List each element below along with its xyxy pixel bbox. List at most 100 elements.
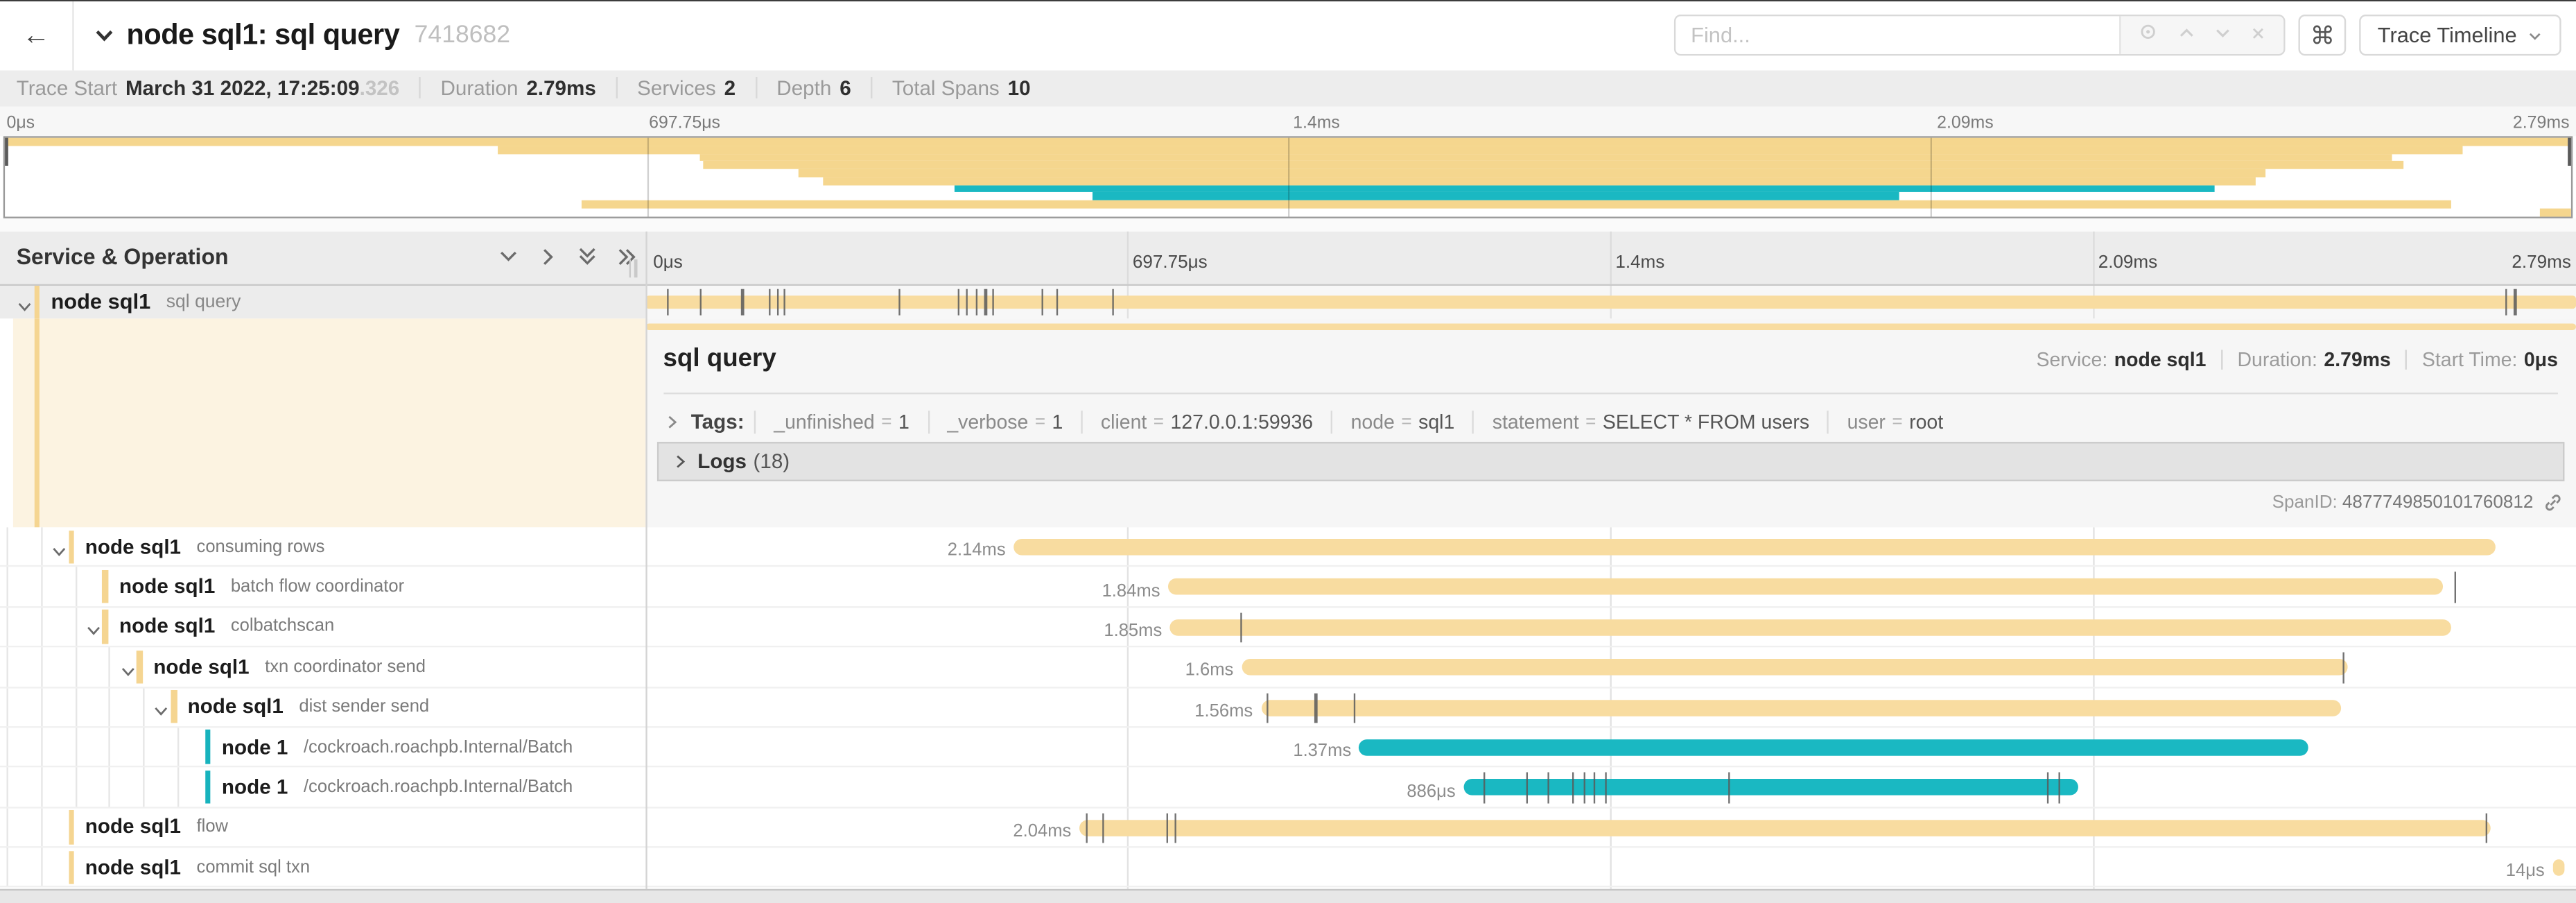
deep-link-icon[interactable] bbox=[2543, 492, 2563, 512]
minimap-span-bar bbox=[497, 145, 2464, 154]
span-row-txn-coordinator-send[interactable]: node sql1 txn coordinator send 1.6ms bbox=[0, 647, 2576, 688]
service-name: node sql1 bbox=[119, 615, 216, 639]
span-row-consuming-rows[interactable]: node sql1 consuming rows 2.14ms bbox=[0, 527, 2576, 568]
service-color-accent bbox=[171, 690, 177, 724]
span-row-batch-flow-coordinator[interactable]: node sql1 batch flow coordinator 1.84ms bbox=[0, 567, 2576, 608]
axis-tick-1: 697.75μs bbox=[649, 113, 721, 133]
minimap-span-bar bbox=[2540, 208, 2571, 216]
detail-start-time: 0μs bbox=[2523, 347, 2558, 371]
operation-name: /cockroach.roachpb.Internal/Batch bbox=[303, 737, 573, 757]
minimap-left-scrub-handle[interactable] bbox=[5, 137, 8, 166]
service-name: node sql1 bbox=[51, 289, 151, 314]
chevron-right-icon bbox=[676, 455, 685, 468]
services-meta: Services 2 bbox=[637, 76, 736, 100]
span-bar[interactable] bbox=[1261, 699, 2341, 716]
service-name: node sql1 bbox=[119, 575, 216, 599]
span-duration-label: 1.56ms bbox=[1194, 700, 1253, 721]
operation-name: sql query bbox=[166, 291, 241, 312]
expand-chevron-icon[interactable] bbox=[51, 538, 67, 556]
log-tick-marks bbox=[645, 853, 2576, 884]
span-row-colbatchscan[interactable]: node sql1 colbatchscan 1.85ms bbox=[0, 607, 2576, 648]
service-color-accent bbox=[102, 569, 109, 603]
span-bar[interactable] bbox=[2552, 859, 2565, 877]
span-bar[interactable] bbox=[645, 295, 2576, 309]
service-name: node sql1 bbox=[85, 535, 182, 558]
duration-meta: Duration 2.79ms bbox=[440, 76, 596, 100]
span-row-internal-batch-1[interactable]: node 1 /cockroach.roachpb.Internal/Batch… bbox=[0, 728, 2576, 768]
collapse-all-icon[interactable] bbox=[577, 246, 598, 275]
log-tick-marks bbox=[645, 813, 2576, 843]
span-duration-label: 2.04ms bbox=[1013, 821, 1072, 841]
column-divider[interactable] bbox=[645, 230, 647, 888]
span-rows: node sql1 consuming rows 2.14ms node sql… bbox=[0, 527, 2576, 888]
expand-chevron-icon[interactable] bbox=[119, 659, 136, 676]
detail-span-bar bbox=[645, 323, 2576, 331]
expand-chevron-icon[interactable] bbox=[153, 698, 170, 716]
tags-row[interactable]: Tags: _unfinished = 1 _verbose = 1 client = 12… bbox=[663, 407, 2557, 437]
log-tick-marks bbox=[645, 612, 2576, 643]
service-color-accent bbox=[68, 529, 75, 564]
span-row-dist-sender-send[interactable]: node sql1 dist sender send 1.56ms bbox=[0, 687, 2576, 728]
span-bar[interactable] bbox=[1079, 819, 2491, 836]
log-tick-marks bbox=[645, 289, 2576, 316]
minimap-span-bar bbox=[700, 153, 2392, 162]
time-tick-2: 1.4ms bbox=[1615, 252, 1665, 273]
minimap-span-bar bbox=[1093, 192, 1899, 200]
trace-minimap[interactable] bbox=[3, 136, 2573, 218]
expand-one-icon[interactable] bbox=[537, 246, 559, 275]
span-bar[interactable] bbox=[1170, 619, 2451, 636]
minimap-bars bbox=[5, 137, 2571, 216]
tag-node: node = sql1 bbox=[1331, 410, 1472, 433]
detail-duration: 2.79ms bbox=[2324, 347, 2391, 371]
span-duration-label: 886μs bbox=[1407, 781, 1456, 801]
keyboard-shortcuts-button[interactable]: ⌘ bbox=[2299, 14, 2347, 56]
minimap-span-bar bbox=[823, 176, 2256, 185]
trace-timeline-dropdown[interactable]: Trace Timeline bbox=[2359, 14, 2561, 56]
detail-service: node sql1 bbox=[2114, 347, 2207, 371]
log-tick-marks bbox=[645, 572, 2576, 603]
logs-accordion[interactable]: Logs (18) bbox=[656, 441, 2565, 482]
minimap-right-scrub-handle[interactable] bbox=[2568, 137, 2571, 166]
operation-name: /cockroach.roachpb.Internal/Batch bbox=[303, 777, 573, 798]
axis-tick-2: 1.4ms bbox=[1293, 113, 1340, 133]
expand-chevron-icon[interactable] bbox=[17, 293, 33, 311]
span-detail-left-highlight[interactable] bbox=[12, 318, 645, 528]
find-prev-icon[interactable] bbox=[2176, 20, 2195, 50]
log-tick-marks bbox=[645, 692, 2576, 723]
locate-target-icon[interactable] bbox=[2138, 20, 2159, 50]
collapse-one-icon[interactable] bbox=[498, 246, 519, 275]
span-row-flow[interactable]: node sql1 flow 2.04ms bbox=[0, 807, 2576, 848]
operation-name: flow bbox=[196, 817, 229, 837]
trace-meta-bar: Trace Start March 31 2022, 17:25:09 .326… bbox=[0, 69, 2576, 106]
timeline-grid-header: Service & Operation 0μs 697.75μs 1.4ms 2… bbox=[0, 230, 2576, 286]
find-clear-icon[interactable] bbox=[2249, 20, 2267, 50]
service-name: node 1 bbox=[221, 775, 288, 799]
trace-collapse-chevron-icon[interactable] bbox=[94, 25, 115, 46]
column-resize-handle[interactable] bbox=[629, 259, 638, 277]
find-input[interactable] bbox=[1676, 16, 2120, 54]
axis-tick-3: 2.09ms bbox=[1937, 113, 1994, 133]
minimap-span-bar bbox=[797, 169, 2266, 177]
expand-chevron-icon[interactable] bbox=[85, 619, 102, 636]
detail-span-title: sql query bbox=[663, 344, 776, 373]
service-color-accent bbox=[68, 850, 75, 884]
total-spans-meta: Total Spans 10 bbox=[891, 76, 1031, 100]
span-bar[interactable] bbox=[1242, 659, 2349, 676]
time-tick-3: 2.09ms bbox=[2098, 252, 2158, 273]
span-row-commit-sql-txn[interactable]: node sql1 commit sql txn 14μs bbox=[0, 848, 2576, 888]
span-bar[interactable] bbox=[1463, 779, 2078, 796]
span-detail-panel: sql query Service: node sql1 Duration: 2… bbox=[0, 318, 2576, 528]
back-button[interactable]: ← bbox=[0, 1, 74, 70]
service-color-accent bbox=[204, 730, 211, 764]
expand-all-icon[interactable] bbox=[616, 246, 638, 275]
span-bar[interactable] bbox=[1013, 539, 2495, 556]
span-duration-label: 1.6ms bbox=[1185, 661, 1234, 681]
span-duration-label: 1.85ms bbox=[1104, 621, 1163, 641]
span-bar[interactable] bbox=[1168, 578, 2443, 596]
span-row-internal-batch-2[interactable]: node 1 /cockroach.roachpb.Internal/Batch… bbox=[0, 768, 2576, 808]
span-bar[interactable] bbox=[1359, 739, 2308, 756]
span-row-sql-query[interactable]: node sql1 sql query bbox=[0, 285, 2576, 318]
operation-name: batch flow coordinator bbox=[230, 576, 405, 597]
find-next-icon[interactable] bbox=[2213, 20, 2232, 50]
